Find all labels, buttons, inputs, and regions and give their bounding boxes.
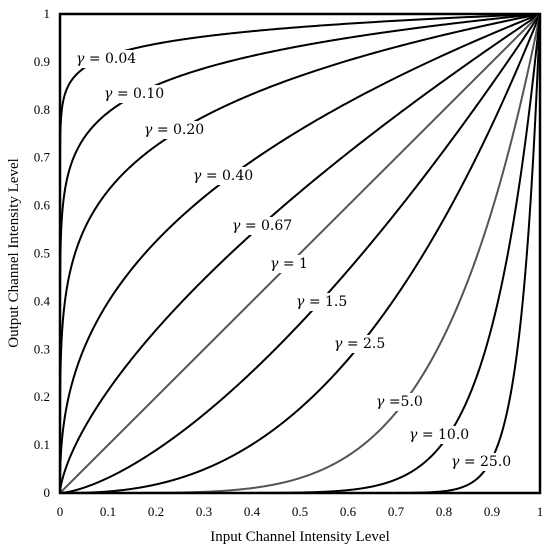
curve-label-background	[191, 167, 256, 185]
y-tick-label: 0.8	[34, 102, 50, 117]
curve-labels: γ = 0.04 γ = 0.10 γ = 0.20 γ = 0.40 γ = 0.67…	[74, 50, 514, 471]
y-tick-label: 0.3	[34, 341, 50, 356]
y-tick-label: 0.1	[34, 437, 50, 452]
curve-label-gamma-5: γ =5.0	[376, 394, 423, 410]
y-axis-title: Output Channel Intensity Level	[6, 158, 22, 348]
curve-label-gamma-0-04: γ = 0.04	[76, 51, 136, 67]
curve-label-background	[230, 217, 295, 235]
y-tick-label: 1	[44, 6, 51, 21]
curve-label-background	[142, 121, 207, 139]
y-tick-label: 0.9	[34, 54, 50, 69]
x-tick-label: 0.1	[100, 504, 116, 519]
x-tick-label: 0.7	[388, 504, 405, 519]
curve-label-background	[407, 426, 472, 444]
y-tick-labels: 0 0.1 0.2 0.3 0.4 0.5 0.6 0.7 0.8 0.9 1	[34, 6, 51, 500]
x-axis-title: Input Channel Intensity Level	[210, 529, 390, 545]
curve-label-background	[332, 335, 388, 353]
x-tick-labels: 0 0.1 0.2 0.3 0.4 0.5 0.6 0.7 0.8 0.9 1	[57, 504, 544, 519]
y-tick-label: 0.5	[34, 246, 50, 261]
curve-label-background	[374, 393, 425, 411]
x-tick-label: 0.5	[292, 504, 308, 519]
curve-gamma-1-5	[59, 13, 541, 494]
curve-gamma-0-1	[59, 13, 541, 493]
curve-label-background	[74, 50, 139, 68]
curve-gamma-0-2	[59, 13, 541, 493]
y-tick-label: 0.4	[34, 293, 51, 308]
curve-label-gamma-1-5: γ = 1.5	[296, 294, 347, 310]
x-tick-label: 0.4	[244, 504, 261, 519]
x-tick-label: 0.8	[436, 504, 452, 519]
curve-label-background	[449, 453, 514, 471]
x-tick-label: 1	[537, 504, 544, 519]
curve-label-gamma-0-2: γ = 0.20	[144, 122, 204, 138]
x-tick-label: 0.9	[484, 504, 500, 519]
x-tick-label: 0.6	[340, 504, 357, 519]
curve-label-gamma-1: γ = 1	[270, 256, 308, 272]
curve-label-gamma-10: γ = 10.0	[409, 427, 469, 443]
curve-label-gamma-0-1: γ = 0.10	[104, 86, 164, 102]
curve-label-gamma-0-67: γ = 0.67	[232, 218, 292, 234]
curve-label-background	[294, 293, 350, 311]
plot-frame	[58, 12, 542, 495]
curve-label-gamma-0-4: γ = 0.40	[193, 168, 253, 184]
curve-gamma-0-4	[59, 13, 541, 493]
x-tick-label: 0.2	[148, 504, 164, 519]
curve-gamma-2-5	[60, 13, 541, 494]
curve-gamma-0-67	[59, 13, 541, 494]
x-tick-label: 0.3	[196, 504, 212, 519]
y-tick-label: 0.6	[34, 198, 51, 213]
curve-label-background	[268, 255, 310, 273]
y-tick-label: 0	[44, 485, 51, 500]
curve-label-background	[102, 85, 167, 103]
curve-label-gamma-2-5: γ = 2.5	[334, 336, 385, 352]
x-tick-label: 0	[57, 504, 64, 519]
curve-label-gamma-25: γ = 25.0	[451, 454, 511, 470]
y-tick-label: 0.2	[34, 389, 50, 404]
y-tick-label: 0.7	[34, 150, 51, 165]
curve-gamma-1	[59, 13, 541, 494]
